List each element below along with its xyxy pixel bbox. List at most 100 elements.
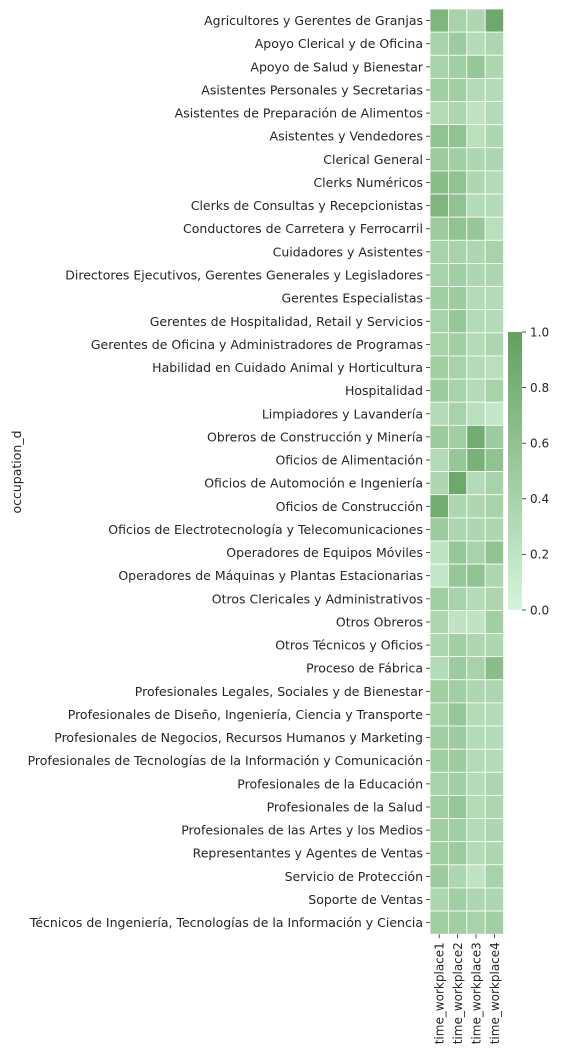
heatmap-cell <box>466 170 486 195</box>
heatmap-cell <box>484 332 505 357</box>
heatmap-cell <box>484 748 505 773</box>
heatmap-cell <box>429 401 449 426</box>
heatmap-cell <box>429 540 449 565</box>
heatmap-cell <box>447 609 468 634</box>
heatmap-cell <box>466 887 486 912</box>
heatmap-cell <box>466 216 486 241</box>
row-label: Profesionales de la Salud <box>267 799 423 814</box>
heatmap-cell <box>484 471 505 496</box>
heatmap-cell <box>429 748 449 773</box>
heatmap-cell <box>429 8 449 33</box>
row-label: Habilidad en Cuidado Animal y Horticultu… <box>152 360 423 375</box>
heatmap-cell <box>447 494 468 519</box>
colorbar-tick-label: 0.0 <box>530 603 549 617</box>
row-label: Otros Técnicos y Oficios <box>275 638 423 653</box>
heatmap-cell <box>447 725 468 750</box>
heatmap-cell <box>429 124 449 149</box>
heatmap-cell <box>429 494 449 519</box>
heatmap-cell <box>466 401 486 426</box>
heatmap-cell <box>429 31 449 56</box>
row-label: Profesionales de Diseño, Ingeniería, Cie… <box>68 707 424 722</box>
heatmap-cell <box>429 286 449 311</box>
heatmap-cell <box>484 286 505 311</box>
heatmap-cell <box>484 239 505 264</box>
heatmap-cell <box>429 702 449 727</box>
row-label: Profesionales de las Artes y los Medios <box>181 823 423 838</box>
row-label: Profesionales de Negocios, Recursos Huma… <box>54 730 423 745</box>
heatmap-cell <box>429 355 449 380</box>
heatmap-cell <box>447 702 468 727</box>
column-label: time_workplace4 <box>488 942 502 1044</box>
row-label: Asistentes de Preparación de Alimentos <box>175 106 423 121</box>
heatmap-cell <box>484 609 505 634</box>
colorbar: 0.0 0.2 0.4 0.6 0.8 1.0 <box>508 325 549 617</box>
heatmap-cell <box>429 147 449 172</box>
heatmap-cell <box>466 609 486 634</box>
heatmap-cell <box>447 216 468 241</box>
heatmap-cell <box>466 54 486 79</box>
heatmap-cell <box>429 771 449 796</box>
heatmap-cell <box>447 8 468 33</box>
heatmap-cell <box>447 147 468 172</box>
heatmap-cell <box>447 424 468 449</box>
heatmap-cell <box>466 540 486 565</box>
heatmap-cell <box>466 586 486 611</box>
heatmap-cell <box>484 702 505 727</box>
heatmap-cell <box>447 355 468 380</box>
row-label: Asistentes Personales y Secretarias <box>201 82 423 97</box>
heatmap-cell <box>466 748 486 773</box>
heatmap-cell <box>447 818 468 843</box>
heatmap-cell <box>466 656 486 681</box>
row-label: Cuidadores y Asistentes <box>273 244 423 259</box>
heatmap-cell <box>466 448 486 473</box>
row-label: Limpiadores y Lavandería <box>262 406 423 421</box>
row-label: Gerentes Especialistas <box>281 291 423 306</box>
row-label: Proceso de Fábrica <box>306 661 423 676</box>
heatmap-cell <box>466 424 486 449</box>
row-label: Asistentes y Vendedores <box>270 129 423 144</box>
heatmap-cell <box>429 424 449 449</box>
colorbar-gradient <box>508 332 522 610</box>
heatmap-cell <box>466 818 486 843</box>
heatmap-cell <box>429 239 449 264</box>
heatmap-cell <box>447 31 468 56</box>
heatmap-cell <box>466 332 486 357</box>
heatmap-cell <box>484 795 505 819</box>
row-label: Agricultores y Gerentes de Granjas <box>204 13 423 28</box>
heatmap-cell <box>447 263 468 287</box>
heatmap-cell <box>447 378 468 403</box>
heatmap-cell <box>484 216 505 241</box>
heatmap-cell <box>447 54 468 79</box>
row-label: Oficios de Alimentación <box>275 453 423 468</box>
heatmap-cell <box>429 517 449 542</box>
heatmap-cell <box>429 910 449 935</box>
heatmap-cell <box>484 147 505 172</box>
heatmap-cell <box>484 8 505 33</box>
heatmap-cell <box>447 239 468 264</box>
heatmap-cell <box>466 471 486 496</box>
heatmap-cell <box>484 864 505 889</box>
heatmap-cell <box>466 517 486 542</box>
heatmap-cell <box>484 263 505 287</box>
heatmap-cell <box>484 77 505 102</box>
colorbar-tick-label: 0.8 <box>530 381 549 395</box>
heatmap-cell <box>447 656 468 681</box>
heatmap-cell <box>484 910 505 935</box>
heatmap-cell <box>466 263 486 287</box>
heatmap-cell <box>484 517 505 542</box>
heatmap-cell <box>484 771 505 796</box>
heatmap-cell <box>447 795 468 819</box>
heatmap-cell <box>447 748 468 773</box>
heatmap-cell <box>429 586 449 611</box>
heatmap-cell <box>484 124 505 149</box>
heatmap-cell <box>484 586 505 611</box>
colorbar-tick-label: 1.0 <box>530 325 549 339</box>
row-labels: Agricultores y Gerentes de Granjas Apoyo … <box>28 13 430 930</box>
heatmap-cell <box>466 31 486 56</box>
colorbar-tick-label: 0.2 <box>530 548 549 562</box>
heatmap-cell <box>484 101 505 126</box>
heatmap-cell <box>429 656 449 681</box>
column-label: time_workplace2 <box>451 942 465 1044</box>
heatmap-cell <box>484 679 505 704</box>
